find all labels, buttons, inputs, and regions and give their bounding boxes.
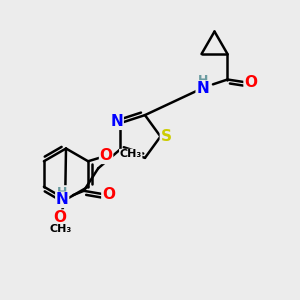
Text: N: N	[196, 81, 209, 96]
Text: H: H	[197, 74, 208, 87]
Text: CH₃: CH₃	[50, 224, 72, 235]
Text: N: N	[110, 114, 123, 129]
Text: CH₃: CH₃	[120, 149, 142, 159]
Text: N: N	[56, 192, 69, 207]
Text: O: O	[102, 187, 115, 202]
Text: O: O	[244, 75, 257, 90]
Text: S: S	[160, 129, 171, 144]
Text: H: H	[57, 186, 68, 199]
Text: O: O	[100, 148, 112, 163]
Text: O: O	[53, 210, 66, 225]
